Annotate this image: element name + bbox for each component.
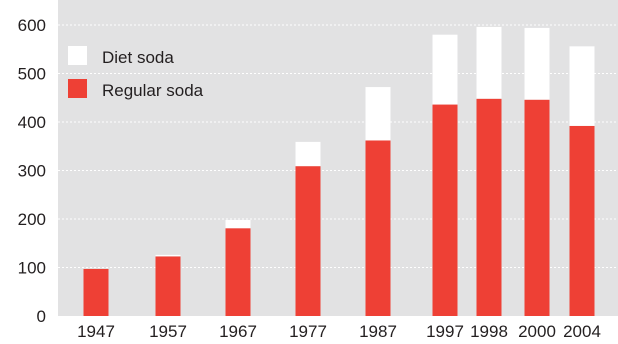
bar-regular-soda-1957 (155, 256, 181, 316)
y-tick-label: 0 (37, 307, 46, 326)
x-tick-label: 1977 (289, 322, 327, 341)
bar-diet-soda-1957 (155, 254, 181, 257)
gridlines (58, 24, 618, 268)
bar-diet-soda-1977 (295, 141, 321, 167)
x-tick-label: 1947 (77, 322, 115, 341)
legend-label-diet-soda: Diet soda (102, 48, 174, 67)
bar-regular-soda-1967 (225, 228, 251, 316)
bar-regular-soda-1947 (83, 268, 109, 316)
bar-regular-soda-1987 (365, 140, 391, 316)
x-tick-label: 1998 (470, 322, 508, 341)
bar-diet-soda-1997 (432, 34, 458, 105)
y-tick-label: 300 (18, 162, 46, 181)
bar-regular-soda-1997 (432, 104, 458, 316)
bar-diet-soda-1987 (365, 87, 391, 141)
legend-label-regular-soda: Regular soda (102, 81, 204, 100)
legend: Diet soda Regular soda (68, 46, 204, 100)
y-axis-ticks: 0 100 200 300 400 500 600 (18, 16, 46, 326)
bar-diet-soda-1998 (476, 26, 502, 99)
x-axis-ticks: 1947 1957 1967 1977 1987 1997 1998 2000 2004 (77, 322, 601, 341)
x-tick-label: 1967 (219, 322, 257, 341)
y-tick-label: 600 (18, 16, 46, 35)
bar-diet-soda-2004 (569, 46, 595, 126)
bar-regular-soda-2004 (569, 125, 595, 316)
y-tick-label: 100 (18, 259, 46, 278)
x-tick-label: 1987 (359, 322, 397, 341)
bar-regular-soda-2000 (524, 99, 550, 316)
x-tick-label: 1957 (149, 322, 187, 341)
x-tick-label: 2000 (518, 322, 556, 341)
bars (83, 26, 595, 316)
legend-swatch-regular-soda (68, 79, 87, 98)
bar-regular-soda-1998 (476, 98, 502, 316)
y-tick-label: 200 (18, 210, 46, 229)
legend-swatch-diet-soda (68, 46, 87, 65)
y-tick-label: 400 (18, 113, 46, 132)
bar-diet-soda-2000 (524, 27, 550, 100)
x-tick-label: 1997 (426, 322, 464, 341)
x-tick-label: 2004 (563, 322, 601, 341)
y-tick-label: 500 (18, 65, 46, 84)
bar-diet-soda-1967 (225, 219, 251, 229)
bar-regular-soda-1977 (295, 166, 321, 316)
